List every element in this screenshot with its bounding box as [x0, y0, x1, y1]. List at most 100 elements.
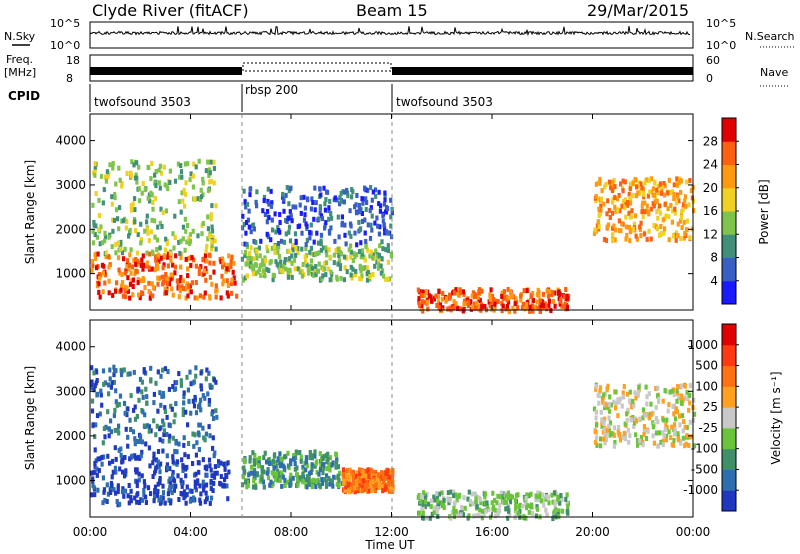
echo-cell	[531, 308, 535, 314]
echo-cell	[547, 500, 551, 506]
echo-cell	[350, 469, 354, 475]
echo-cell	[174, 401, 178, 407]
echo-cell	[114, 469, 118, 475]
echo-cell	[168, 466, 172, 472]
echo-cell	[493, 513, 498, 519]
echo-cell	[510, 494, 515, 500]
echo-cell	[327, 208, 331, 214]
echo-cell	[124, 426, 128, 432]
echo-cell	[361, 469, 365, 475]
echo-cell	[188, 498, 192, 504]
echo-cell	[416, 494, 420, 500]
colorbar-tick-label: -100	[691, 442, 718, 456]
echo-cell	[318, 210, 322, 216]
echo-cell	[283, 260, 287, 266]
echo-cell	[97, 468, 101, 473]
echo-cell	[111, 458, 115, 464]
echo-cell	[147, 251, 152, 257]
echo-cell	[304, 455, 308, 461]
echo-cell	[140, 379, 144, 385]
echo-cell	[302, 217, 307, 223]
echo-cell	[461, 308, 465, 314]
echo-cell	[296, 266, 300, 272]
echo-cell	[104, 254, 108, 260]
echo-cell	[180, 174, 184, 180]
echo-cell	[123, 288, 127, 294]
echo-cell	[154, 254, 158, 260]
echo-cell	[347, 247, 351, 253]
echo-cell	[117, 165, 121, 171]
echo-cell	[462, 301, 466, 307]
echo-cell	[137, 455, 141, 461]
echo-cell	[159, 255, 163, 261]
echo-cell	[622, 394, 626, 400]
echo-cell	[349, 482, 353, 488]
echo-cell	[248, 251, 252, 256]
echo-cell	[207, 233, 211, 239]
echo-cell	[339, 275, 343, 281]
echo-cell	[319, 213, 324, 219]
echo-cell	[136, 277, 140, 282]
echo-cell	[155, 493, 159, 499]
echo-cell	[165, 432, 169, 437]
echo-cell	[209, 216, 213, 222]
echo-cell	[668, 389, 672, 395]
echo-cell	[383, 193, 387, 199]
echo-cell	[630, 404, 634, 410]
echo-cell	[139, 221, 143, 227]
echo-cell	[181, 468, 185, 473]
echo-cell	[274, 476, 278, 482]
echo-cell	[508, 499, 513, 505]
echo-cell	[539, 498, 544, 504]
echo-cell	[421, 510, 425, 516]
echo-cell	[613, 227, 618, 233]
echo-cell	[103, 497, 107, 503]
echo-cell	[140, 389, 144, 395]
echo-cell	[100, 402, 104, 408]
echo-cell	[662, 230, 666, 236]
echo-cell	[369, 483, 373, 489]
echo-cell	[153, 488, 157, 494]
echo-cell	[628, 238, 632, 244]
echo-cell	[244, 204, 248, 210]
echo-cell	[145, 250, 149, 256]
echo-cell	[285, 219, 289, 224]
echo-cell	[477, 513, 481, 519]
echo-cell	[209, 495, 214, 501]
echo-cell	[371, 189, 375, 195]
echo-cell	[146, 164, 150, 170]
echo-cell	[175, 278, 179, 284]
echo-cell	[178, 174, 182, 180]
echo-cell	[145, 394, 149, 400]
echo-cell	[654, 416, 658, 421]
echo-cell	[279, 267, 283, 273]
echo-cell	[174, 483, 178, 489]
echo-cell	[147, 424, 151, 430]
echo-cell	[135, 479, 139, 485]
echo-cell	[152, 400, 156, 406]
echo-cell	[301, 479, 305, 485]
echo-cell	[319, 462, 323, 468]
echo-cell	[681, 428, 685, 434]
echo-cell	[91, 228, 95, 234]
echo-cell	[595, 435, 599, 441]
echo-cell	[274, 471, 279, 477]
colorbar-tick-label: 100	[695, 379, 718, 393]
echo-cell	[617, 424, 621, 430]
echo-cell	[155, 237, 159, 243]
echo-cell	[267, 268, 271, 273]
echo-cell	[654, 430, 659, 436]
echo-cell	[171, 470, 175, 475]
echo-cell	[677, 413, 681, 419]
echo-cell	[328, 277, 332, 283]
echo-cell	[137, 397, 141, 403]
echo-cell	[535, 299, 539, 305]
echo-cell	[495, 500, 499, 506]
echo-cell	[163, 277, 167, 283]
echo-cell	[137, 477, 141, 483]
echo-cell	[500, 293, 504, 299]
echo-cell	[454, 492, 458, 498]
echo-cell	[201, 425, 205, 431]
echo-cell	[643, 209, 647, 215]
echo-cell	[437, 305, 441, 311]
